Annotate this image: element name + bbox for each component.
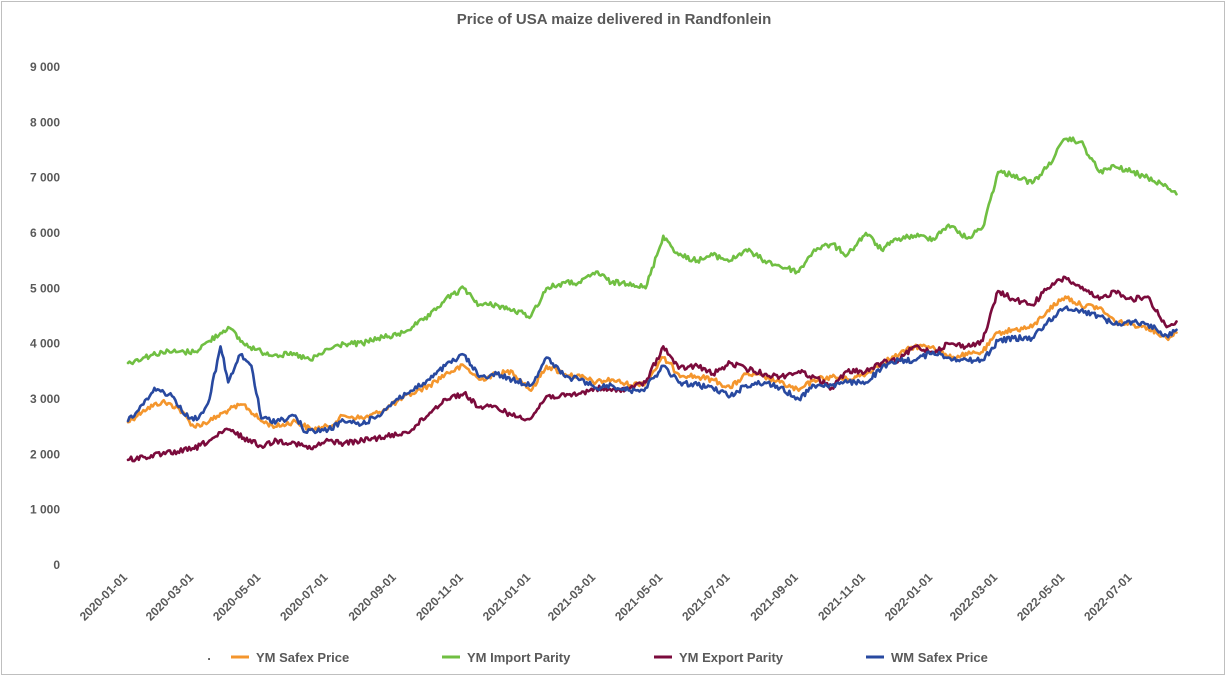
x-axis: 2020-01-01 2020-03-01 2020-05-01 2020-07-01… <box>77 570 1135 624</box>
y-tick-label: 1 000 <box>30 503 60 517</box>
series-line-wm-safex-price <box>126 305 1178 435</box>
x-tick-label: 2021-03-01 <box>545 570 599 624</box>
plot-lines <box>126 136 1178 463</box>
x-tick-label: 2022-01-01 <box>882 570 936 624</box>
x-tick-label: 2021-01-01 <box>480 570 534 624</box>
x-tick-label: 2021-07-01 <box>679 570 733 624</box>
x-tick-label: 2020-11-01 <box>413 570 466 623</box>
legend-label: YM Export Parity <box>679 650 784 665</box>
legend-label: YM Safex Price <box>256 650 349 665</box>
y-tick-label: 6 000 <box>30 226 60 240</box>
y-tick-label: 3 000 <box>30 392 60 406</box>
x-tick-label: 2020-07-01 <box>277 570 331 624</box>
y-tick-label: 7 000 <box>30 171 60 185</box>
y-tick-label: 4 000 <box>30 337 60 351</box>
series-line-ym-export-parity <box>126 275 1178 463</box>
x-tick-label: 2021-11-01 <box>815 570 868 623</box>
x-tick-label: 2020-05-01 <box>210 570 264 624</box>
y-tick-label: 0 <box>53 558 60 572</box>
y-tick-label: 5 000 <box>30 281 60 295</box>
y-axis: 0 1 000 2 000 3 000 4 000 5 000 6 000 7 000 8 00… <box>30 60 60 572</box>
x-tick-label: 2020-09-01 <box>346 570 400 624</box>
x-tick-label: 2021-09-01 <box>748 570 802 624</box>
series-line-ym-import-parity <box>126 136 1178 366</box>
series-line-ym-safex-price <box>126 295 1178 432</box>
x-tick-label: 2021-05-01 <box>612 570 666 624</box>
x-tick-label: 2022-05-01 <box>1014 570 1068 624</box>
legend-label: YM Import Parity <box>467 650 571 665</box>
x-tick-label: 2022-07-01 <box>1081 570 1135 624</box>
legend-label: WM Safex Price <box>891 650 988 665</box>
chart-title: Price of USA maize delivered in Randfonl… <box>457 11 772 28</box>
legend-marker-label: . <box>207 648 211 663</box>
x-tick-label: 2020-01-01 <box>77 570 131 624</box>
y-tick-label: 9 000 <box>30 60 60 74</box>
y-tick-label: 2 000 <box>30 447 60 461</box>
legend: . YM Safex Price YM Import Parity YM Export… <box>207 648 988 665</box>
y-tick-label: 8 000 <box>30 115 60 129</box>
x-tick-label: 2022-03-01 <box>947 570 1001 624</box>
x-tick-label: 2020-03-01 <box>143 570 197 624</box>
